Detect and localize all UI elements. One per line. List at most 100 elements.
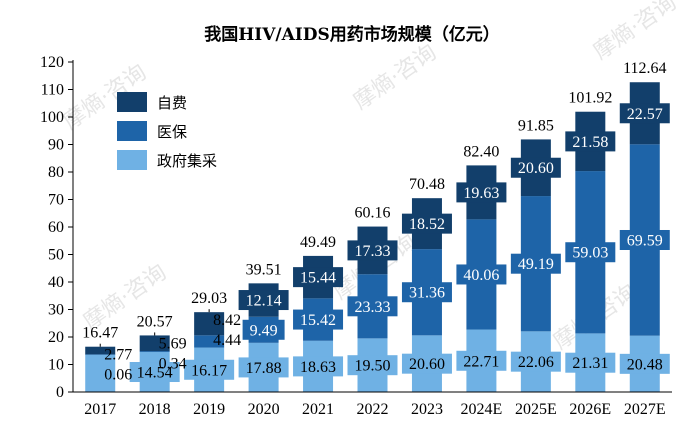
y-tick-label: 110 [41,82,64,99]
legend-label: 医保 [157,123,187,141]
y-tick-label: 40 [48,274,64,291]
data-label: 20.60 [518,160,554,177]
bar-segment [85,354,116,355]
data-label: 17.88 [246,360,282,377]
x-tick-label: 2020 [248,401,280,418]
legend-label: 政府集采 [157,152,217,170]
data-label-box [347,355,398,376]
data-label-box [238,290,289,311]
data-label-box [619,103,670,124]
y-tick-label: 60 [48,219,64,236]
data-label-box [510,157,561,178]
callout-label: 0.34 [159,355,187,372]
total-label: 49.49 [300,234,336,251]
data-label: 17.33 [355,243,391,260]
data-label-box [347,296,398,317]
callout-label: 8.42 [213,312,241,329]
data-label: 21.31 [572,355,608,372]
callout-label: 5.69 [159,335,187,352]
data-label: 31.36 [409,285,445,302]
x-tick-label: 2022 [357,401,389,418]
total-label: 16.47 [82,325,118,342]
data-label: 16.17 [191,362,227,379]
y-tick-label: 80 [48,164,64,181]
data-label-box [510,253,561,274]
data-label: 9.49 [250,322,278,339]
y-axis: 0 10 20 30 40 50 60 70 80 90 100 110 120 [40,54,74,401]
x-tick-label: 2021 [302,401,334,418]
chart-title: 我国HIV/AIDS用药市场规模（亿元） [204,24,500,45]
callout-label: 0.06 [104,367,132,384]
data-label: 22.06 [518,354,554,371]
data-label: 19.63 [463,185,499,202]
data-label: 23.33 [355,299,391,316]
data-label-box [293,267,344,288]
watermark-text: 摩熵·咨询 [349,40,441,115]
x-tick-label: 2018 [139,401,171,418]
y-tick-label: 90 [48,137,64,154]
data-label-box [565,352,616,373]
data-label-box [510,351,561,372]
x-tick-label: 2017 [84,401,116,418]
total-label: 91.85 [518,117,554,134]
bar-segment [194,312,225,336]
data-label-box [456,350,507,371]
x-tick-label: 2023 [411,401,443,418]
bar-segment [194,335,225,348]
total-label: 29.03 [191,290,227,307]
total-label: 39.51 [246,261,282,278]
data-label: 15.44 [300,270,336,287]
data-label: 19.50 [355,358,391,375]
data-label: 15.42 [300,312,336,329]
total-label: 20.57 [137,313,173,330]
data-label-box [238,357,289,378]
legend-label: 自费 [157,94,187,112]
y-tick-label: 30 [48,302,64,319]
total-label: 112.64 [623,60,666,77]
data-label: 21.58 [572,134,608,151]
x-tick-label: 2024E [461,401,503,418]
x-tick-label: 2025E [515,401,557,418]
total-label: 70.48 [409,176,445,193]
data-label: 18.52 [409,216,445,233]
data-label: 22.71 [463,353,499,370]
data-label: 20.60 [409,356,445,373]
legend-swatch [117,92,147,112]
y-tick-label: 100 [40,109,64,126]
x-tick-label: 2026E [569,401,611,418]
data-label-box [401,213,452,234]
data-label: 14.54 [137,365,173,382]
data-label: 20.48 [627,356,663,373]
y-tick-label: 120 [40,54,64,71]
data-label: 40.06 [463,267,499,284]
data-label: 18.63 [300,359,336,376]
callout-label: 2.77 [104,347,132,364]
bar-segment [85,354,116,392]
data-label: 59.03 [572,245,608,262]
data-label-box [184,359,235,380]
data-label-box [456,264,507,285]
bar-segment [139,335,170,352]
data-label: 49.19 [518,256,554,273]
bar-segment [85,346,116,355]
data-label-box [293,356,344,377]
data-label-box [565,242,616,263]
data-label-box [347,240,398,261]
x-tick-label: 2027E [624,401,666,418]
total-label: 60.16 [355,205,391,222]
data-label-box [293,309,344,330]
data-label-box [129,362,180,383]
watermark-text: 摩熵·咨询 [589,0,681,65]
data-label-box [619,353,670,374]
bar-segment [139,351,170,353]
y-tick-label: 0 [56,384,64,401]
data-label-box [456,182,507,203]
data-label-box [242,319,285,340]
y-tick-label: 50 [48,247,64,264]
data-label: 69.59 [627,232,663,249]
y-tick-label: 20 [48,329,64,346]
data-label-box [619,229,670,250]
x-tick-label: 2019 [193,401,225,418]
